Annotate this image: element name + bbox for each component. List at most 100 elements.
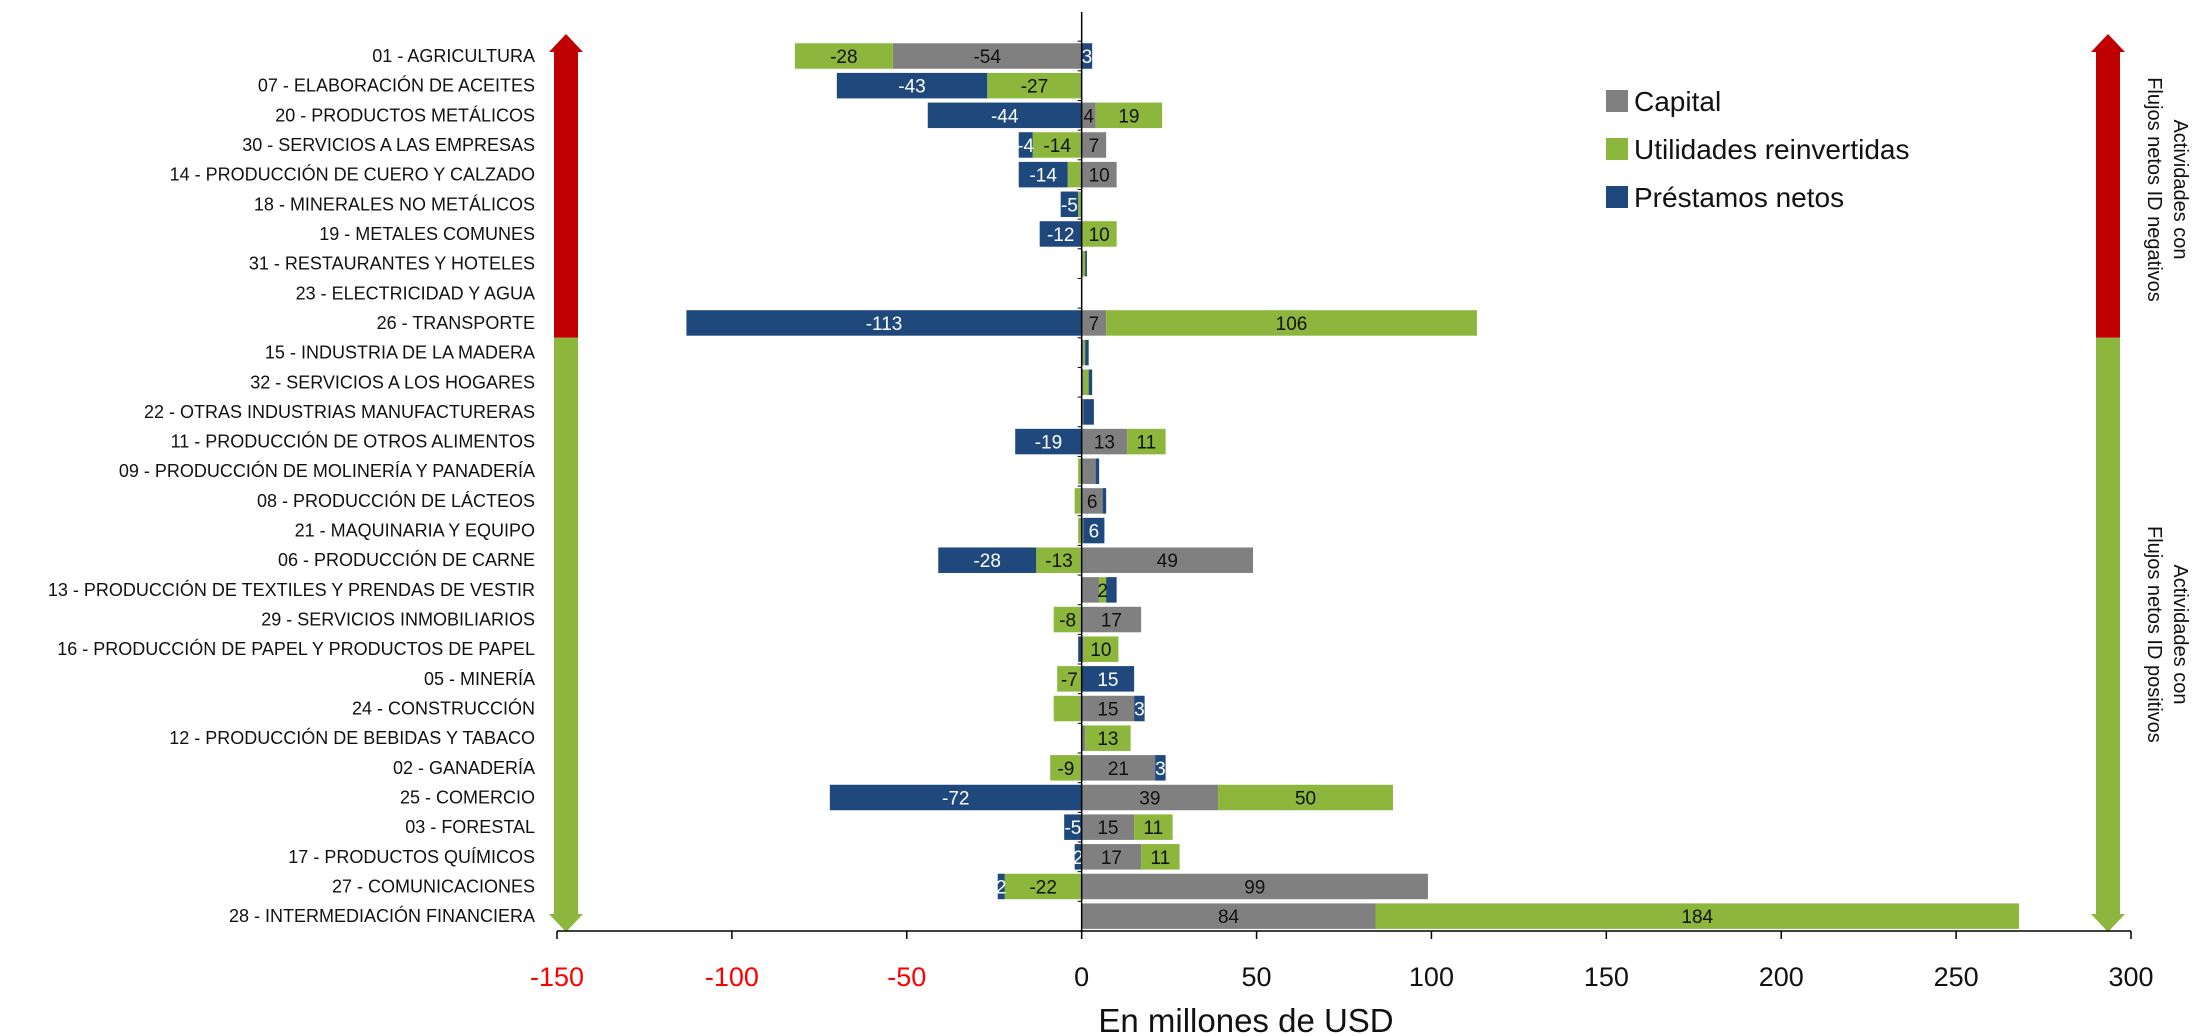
category-label: 26 - TRANSPORTE bbox=[377, 313, 535, 333]
data-label: -7 bbox=[1061, 670, 1078, 691]
bar-segment bbox=[1081, 369, 1084, 396]
side-annotation-line: Flujos netos ID negativos bbox=[2143, 77, 2165, 302]
category-labels-group: 01 - AGRICULTURA 07 - ELABORACIÓN DE ACEI… bbox=[48, 46, 535, 926]
data-label: 7 bbox=[1089, 314, 1100, 335]
bar-segment bbox=[1088, 369, 1093, 396]
bar-segment bbox=[1155, 755, 1166, 781]
data-label: -14 bbox=[1029, 166, 1057, 187]
side-annotation: Actividades conFlujos netos ID negativos bbox=[2143, 77, 2191, 302]
bar-segment bbox=[1081, 606, 1142, 633]
bar-segment bbox=[927, 102, 1082, 129]
side-annotations: Actividades conFlujos netos ID negativos… bbox=[2143, 77, 2191, 743]
bar-segment bbox=[1078, 191, 1082, 218]
bar-segment bbox=[1106, 310, 1477, 336]
bar-segment bbox=[794, 43, 893, 69]
bar-segment bbox=[1081, 903, 1376, 929]
bar-segment bbox=[1081, 399, 1084, 425]
down-arrow-head bbox=[549, 914, 583, 932]
bar-segment bbox=[1050, 755, 1082, 781]
x-axis-title: En millones de USD bbox=[1098, 1002, 1393, 1036]
category-label: 30 - SERVICIOS A LAS EMPRESAS bbox=[242, 135, 535, 155]
bar-segment bbox=[997, 873, 1005, 900]
bar-segment bbox=[1085, 725, 1131, 751]
data-label: 15 bbox=[1097, 700, 1118, 721]
category-label: 03 - FORESTAL bbox=[405, 817, 535, 837]
category-label: 23 - ELECTRICIDAD Y AGUA bbox=[296, 283, 535, 303]
data-label: -43 bbox=[898, 77, 925, 98]
bar-segment bbox=[1085, 250, 1087, 277]
category-label: 15 - INDUSTRIA DE LA MADERA bbox=[265, 343, 535, 363]
bar-segment bbox=[1039, 221, 1082, 247]
data-label: 6 bbox=[1089, 522, 1100, 543]
bar-segment bbox=[1032, 132, 1082, 158]
bar-segment bbox=[1141, 844, 1180, 870]
category-label: 25 - COMERCIO bbox=[400, 788, 535, 808]
bar-segment bbox=[987, 72, 1082, 99]
data-label: 50 bbox=[1295, 789, 1316, 810]
x-tick-label: -100 bbox=[705, 962, 759, 992]
data-label: 19 bbox=[1118, 106, 1139, 127]
data-label: 84 bbox=[1218, 907, 1240, 928]
bar-segment bbox=[1081, 755, 1156, 781]
bar-segment bbox=[1018, 161, 1068, 188]
bar-segment bbox=[1218, 784, 1393, 811]
data-label: 7 bbox=[1089, 136, 1100, 157]
category-label: 08 - PRODUCCIÓN DE LÁCTEOS bbox=[257, 490, 535, 511]
bar-segment bbox=[1081, 873, 1428, 900]
data-label: 3 bbox=[1155, 759, 1166, 780]
data-label: 17 bbox=[1101, 611, 1122, 632]
bar-segment bbox=[1078, 636, 1082, 662]
bar-segment bbox=[1081, 636, 1084, 662]
data-label: 11 bbox=[1151, 848, 1171, 869]
bar-segment bbox=[1081, 814, 1135, 840]
legend-swatch bbox=[1606, 90, 1628, 112]
category-label: 19 - METALES COMUNES bbox=[319, 224, 535, 244]
x-tick-label: 250 bbox=[1934, 962, 1979, 992]
x-tick-label: -150 bbox=[530, 962, 584, 992]
bar-segment bbox=[1060, 191, 1079, 218]
side-annotation-line: Actividades con bbox=[2169, 119, 2191, 259]
data-label: -9 bbox=[1057, 759, 1074, 780]
category-label: 06 - PRODUCCIÓN DE CARNE bbox=[278, 549, 535, 570]
data-label: 11 bbox=[1137, 433, 1157, 454]
bar-segment bbox=[1102, 488, 1107, 514]
legend: Capital Utilidades reinvertidas Préstamos … bbox=[1606, 86, 1909, 213]
data-label: 15 bbox=[1097, 670, 1118, 691]
side-annotation: Actividades conFlujos netos ID positivos bbox=[2143, 526, 2191, 743]
legend-label: Capital bbox=[1634, 86, 1721, 117]
negative-activity-bar bbox=[2096, 52, 2120, 338]
data-label: -8 bbox=[1059, 611, 1076, 632]
category-label: 01 - AGRICULTURA bbox=[372, 46, 535, 66]
left-arrow-group bbox=[549, 34, 583, 932]
bar-segment bbox=[1081, 488, 1103, 514]
x-tick-label: 300 bbox=[2108, 962, 2153, 992]
bar-segment bbox=[1081, 161, 1117, 188]
bar-segment bbox=[1083, 517, 1105, 544]
bar-segment bbox=[836, 72, 988, 99]
data-label: -113 bbox=[866, 314, 903, 335]
data-label: 39 bbox=[1139, 789, 1160, 810]
bar-segment bbox=[1081, 547, 1254, 573]
category-label: 29 - SERVICIOS INMOBILIARIOS bbox=[261, 610, 535, 630]
x-tick-label: 150 bbox=[1584, 962, 1629, 992]
bar-segment bbox=[1081, 458, 1096, 484]
data-label: -19 bbox=[1035, 433, 1062, 454]
bar-segment bbox=[1057, 666, 1082, 692]
side-annotation-line: Actividades con bbox=[2169, 564, 2191, 704]
data-label: -13 bbox=[1045, 551, 1072, 572]
bar-segment bbox=[1078, 458, 1082, 484]
data-label: -22 bbox=[1029, 877, 1056, 898]
bar-segment bbox=[1053, 606, 1082, 633]
down-arrow-head bbox=[2091, 914, 2125, 932]
data-label: 184 bbox=[1681, 907, 1713, 928]
bar-segment bbox=[1053, 695, 1082, 722]
bar-segment bbox=[1099, 577, 1107, 603]
bar-segment bbox=[1083, 369, 1089, 396]
category-label: 20 - PRODUCTOS METÁLICOS bbox=[275, 105, 535, 125]
bar-segment bbox=[1081, 725, 1086, 751]
bar-segment bbox=[1064, 814, 1082, 840]
side-annotation-line: Flujos netos ID positivos bbox=[2143, 526, 2165, 743]
data-labels-group: -54-28 3-27-434 19-447-14-410-14-510-127 10… bbox=[830, 47, 1713, 928]
bar-segment bbox=[1004, 873, 1082, 900]
bar-segment bbox=[1067, 161, 1082, 188]
